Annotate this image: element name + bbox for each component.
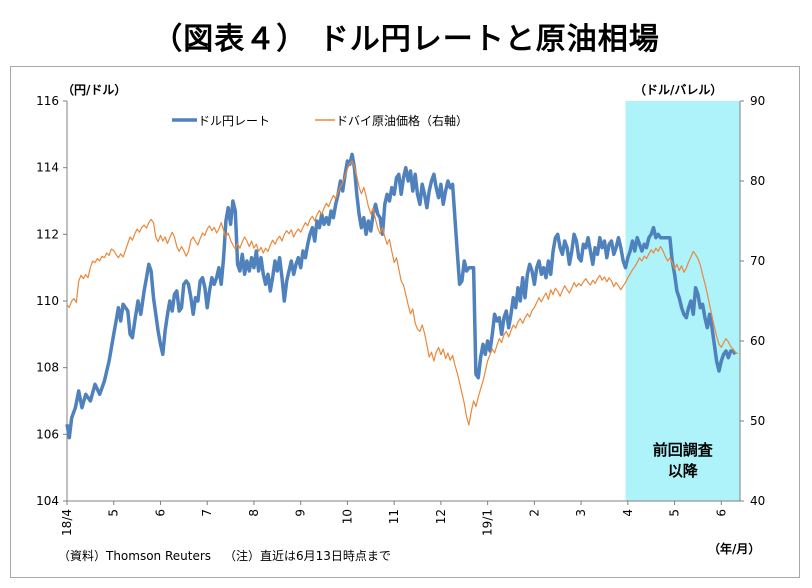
x-tick-label: 18/4 [60, 509, 74, 536]
left-tick-label: 112 [36, 227, 59, 241]
x-tick-label: 2 [527, 509, 541, 517]
usdjpy-line [65, 152, 737, 440]
x-tick-label: 6 [153, 509, 167, 517]
x-tick-label: 5 [668, 509, 682, 517]
chart-title: （図表４） ドル円レートと原油相場 [152, 22, 660, 57]
x-tick-label: 9 [294, 509, 308, 517]
left-tick-label: 110 [36, 294, 59, 308]
left-tick-label: 104 [36, 494, 59, 508]
x-tick-label: 19/1 [481, 509, 495, 536]
right-axis-unit: （ドル/バレル） [634, 82, 722, 97]
shaded-region-label: 以降 [668, 462, 699, 480]
left-tick-label: 116 [36, 94, 59, 108]
footnote: （注）直近は6月13日時点まで [224, 548, 391, 563]
shaded-region-label: 前回調査 [653, 441, 714, 459]
x-tick-label: 4 [621, 509, 635, 517]
left-axis-unit: （円/ドル） [62, 82, 126, 97]
left-tick-label: 114 [36, 161, 59, 175]
x-tick-label: 10 [340, 509, 354, 524]
source-note: （資料）Thomson Reuters [58, 549, 211, 563]
x-tick-label: 12 [434, 509, 448, 524]
x-tick-label: 11 [387, 509, 401, 524]
legend-label-dubai: ドバイ原油価格（右軸） [336, 113, 468, 128]
x-tick-label: 8 [247, 509, 261, 517]
legend-label-usdjpy: ドル円レート [198, 114, 270, 128]
left-tick-label: 106 [36, 427, 59, 441]
right-tick-label: 70 [750, 254, 765, 268]
right-tick-label: 90 [750, 94, 765, 108]
right-tick-label: 40 [750, 494, 765, 508]
right-tick-label: 60 [750, 334, 765, 348]
x-tick-label: 3 [574, 509, 588, 517]
x-tick-label: 7 [200, 509, 214, 517]
right-tick-label: 50 [750, 414, 765, 428]
dubai-oil-line [66, 160, 739, 426]
x-axis-unit: （年/月） [708, 541, 760, 556]
shaded-region [625, 101, 740, 501]
left-tick-label: 108 [36, 361, 59, 375]
right-tick-label: 80 [750, 174, 765, 188]
x-tick-label: 6 [714, 509, 728, 517]
x-tick-label: 5 [107, 509, 121, 517]
chart-frame [10, 66, 800, 578]
